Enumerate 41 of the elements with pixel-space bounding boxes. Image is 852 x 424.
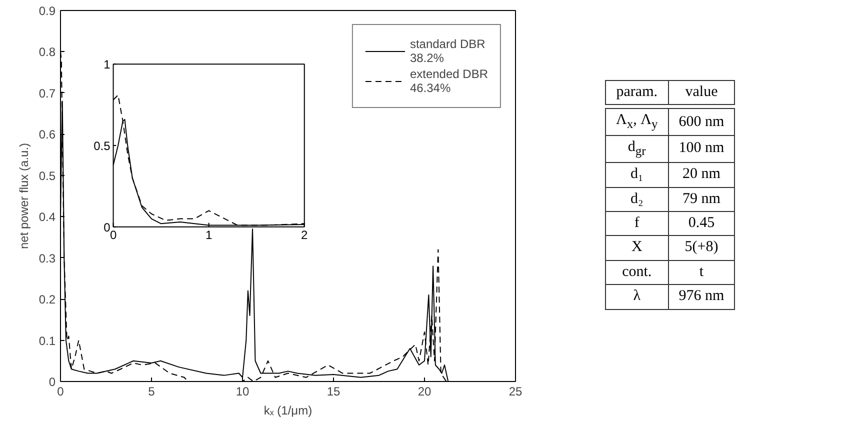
y-tick-label: 0.6 (38, 128, 56, 142)
text: d$_{gr}$ (606, 136, 668, 163)
text: Λ$_{x}$, Λ$_{y}$ (606, 108, 668, 136)
y-tick-label: 0.4 (38, 210, 56, 224)
x-tick-label: 10 (236, 384, 250, 398)
text: d₁ (606, 162, 668, 188)
x-tick-label: 0 (57, 384, 64, 398)
text: d₂ (606, 187, 668, 212)
text: λ (606, 284, 668, 310)
x-tick-label: 15 (326, 384, 340, 398)
y-tick-label: 0.7 (38, 86, 56, 100)
y-tick-label: 0.3 (38, 251, 56, 266)
text: t (668, 260, 735, 285)
x-tick-label: 20 (418, 384, 432, 398)
text: 100 nm (668, 136, 735, 163)
x-tick-label: 25 (508, 384, 522, 398)
text: 976 nm (668, 284, 735, 310)
x-tick-label: 5 (148, 384, 156, 398)
text: 600 nm (668, 108, 735, 136)
y-tick-label: 0.8 (38, 45, 56, 60)
x-tick-label: 1 (205, 228, 212, 242)
text: 79 nm (668, 187, 735, 212)
text: value (668, 80, 735, 105)
text: f (606, 211, 668, 236)
text: 0.45 (668, 211, 735, 236)
y-tick-label: 0.2 (38, 292, 56, 307)
y-tick-label: 1 (104, 58, 111, 72)
y-tick-label: 0.5 (94, 139, 111, 154)
text: 5(+8) (668, 236, 735, 260)
x-tick-label: 2 (301, 228, 308, 242)
text: param. (606, 80, 668, 105)
legend-label: extended DBR 46.34% (410, 67, 488, 95)
y-tick-label: 0.9 (38, 4, 56, 18)
text: X (606, 236, 668, 260)
y-tick-label: 0.1 (38, 334, 56, 348)
y-axis-title: net power flux (a.u.) (16, 142, 31, 250)
y-tick-label: 0 (48, 375, 56, 389)
x-axis-title: kₓ (1/μm) (264, 404, 312, 418)
text: 20 nm (668, 162, 735, 188)
y-tick-label: 0.5 (38, 168, 56, 183)
text: cont. (606, 260, 668, 285)
